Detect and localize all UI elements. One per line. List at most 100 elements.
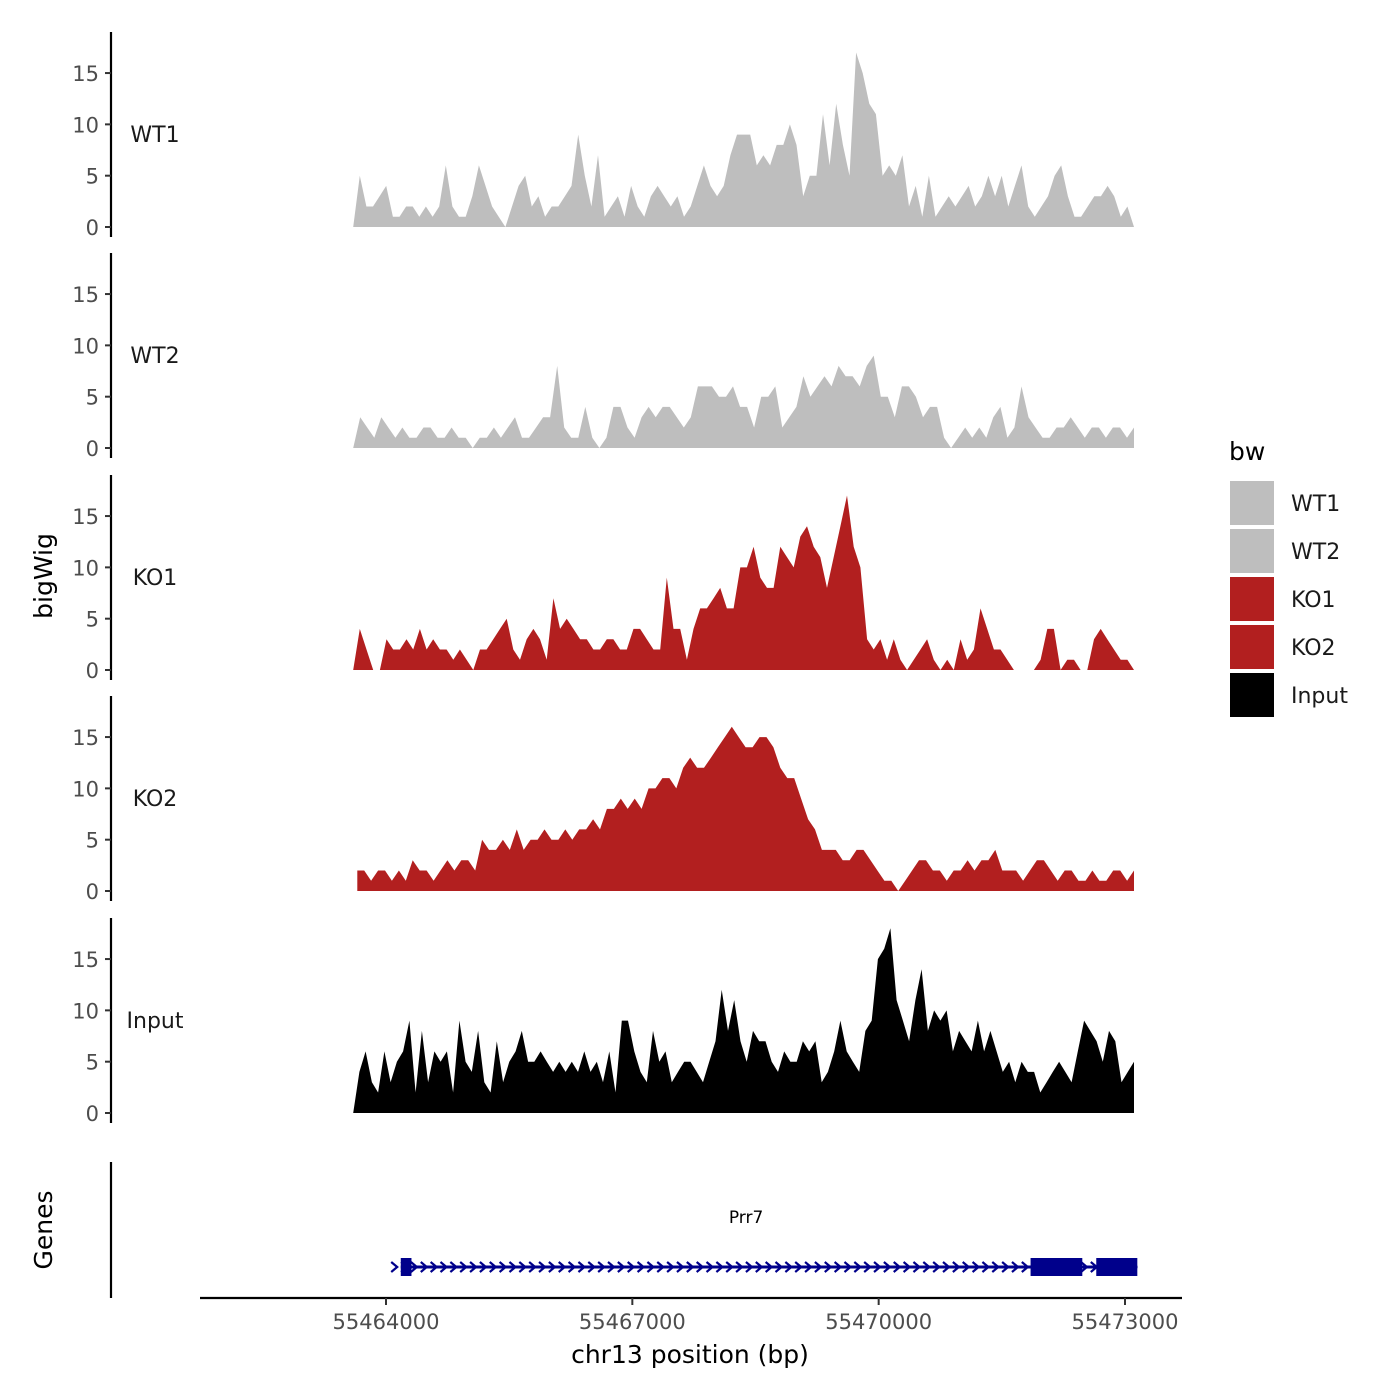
y-tick-label-wt1-5: 5 [86,165,99,189]
strand-arrow-icon [952,1261,961,1273]
y-tick-label-wt1-10: 10 [72,113,99,137]
strand-arrow-icon [745,1261,754,1273]
strand-arrow-icon [498,1261,508,1273]
strand-arrow-icon [459,1261,468,1273]
strand-arrow-icon [587,1261,596,1273]
legend-label-wt1: WT1 [1291,492,1340,517]
track-label-ko2: KO2 [133,787,178,812]
x-tick-label-55470000: 55470000 [825,1310,932,1334]
gene-exon-3 [1096,1258,1138,1276]
track-area-wt2 [353,355,1134,448]
track-label-wt1: WT1 [130,123,179,148]
y-tick-label-wt2-0: 0 [86,437,99,461]
y-tick-label-wt1-15: 15 [72,62,99,86]
strand-arrow-icon [390,1261,399,1273]
strand-arrow-icon [469,1261,478,1273]
strand-arrow-icon [725,1261,734,1273]
strand-arrow-icon [567,1261,577,1273]
strand-arrow-icon [518,1261,528,1273]
strand-arrow-icon [666,1261,675,1273]
strand-arrow-icon [538,1261,547,1273]
strand-arrow-icon [1021,1261,1030,1273]
legend-swatch-wt2 [1230,529,1274,573]
strand-arrow-icon [577,1261,587,1273]
gene-exon-1 [400,1258,412,1276]
x-axis-ticks: 55464000 55467000 55470000 55473000 [333,1298,1179,1334]
track-area-ko2 [357,726,1134,891]
strand-arrow-icon [755,1261,764,1273]
y-tick-label-ko2-10: 10 [72,777,99,801]
strand-arrow-icon [784,1261,794,1273]
strand-arrow-icon [528,1261,537,1273]
legend-title: bw [1229,437,1265,466]
strand-arrow-icon [833,1261,843,1273]
strand-arrow-icon [646,1261,656,1273]
gene-label: Prr7 [729,1208,763,1228]
strand-arrow-icon [1001,1261,1010,1273]
strand-arrow-icon [420,1261,429,1273]
y-tick-label-ko1-15: 15 [72,505,99,529]
genes-panel-title: Genes [29,1190,58,1269]
strand-arrow-icon [971,1261,981,1273]
track-label-wt2: WT2 [130,344,179,369]
y-tick-label-input-5: 5 [86,1051,99,1075]
y-tick-label-ko2-5: 5 [86,829,99,853]
strand-arrow-icon [1011,1261,1020,1273]
y-tick-label-wt2-15: 15 [72,283,99,307]
y-tick-label-wt1-0: 0 [86,216,99,240]
strand-arrow-icon [548,1261,557,1273]
strand-arrow-icon [1080,1261,1089,1273]
legend-label-wt2: WT2 [1291,540,1340,565]
x-tick-label-55473000: 55473000 [1072,1310,1179,1334]
y-tick-label-ko1-10: 10 [72,556,99,580]
strand-arrow-icon [863,1261,872,1273]
strand-arrow-icon [912,1261,922,1273]
legend-label-ko1: KO1 [1291,588,1336,613]
strand-arrow-icon [814,1261,823,1273]
y-tick-label-ko2-0: 0 [86,880,99,904]
track-label-ko1: KO1 [133,566,178,591]
x-tick-label-55467000: 55467000 [579,1310,686,1334]
strand-arrow-icon [449,1261,459,1273]
strand-arrow-icon [942,1261,951,1273]
strand-arrow-icon [853,1261,863,1273]
legend: WT1 WT2 KO1 KO2 Input [1230,481,1348,717]
y-tick-label-input-0: 0 [86,1102,99,1126]
strand-arrow-icon [429,1261,439,1273]
strand-arrow-icon [902,1261,912,1273]
y-tick-label-wt2-10: 10 [72,334,99,358]
strand-arrow-icon [873,1261,882,1273]
strand-arrow-icon [774,1261,784,1273]
x-tick-label-55464000: 55464000 [333,1310,440,1334]
strand-arrow-icon [843,1261,853,1273]
strand-arrow-icon [824,1261,833,1273]
strand-arrow-icon [962,1261,971,1273]
strand-arrow-icon [607,1261,616,1273]
y-tick-label-ko1-5: 5 [86,608,99,632]
strand-arrow-icon [597,1261,606,1273]
y-tick-label-input-10: 10 [72,999,99,1023]
strand-arrow-icon [715,1261,725,1273]
y-tick-label-ko2-15: 15 [72,726,99,750]
strand-arrow-icon [439,1261,449,1273]
strand-arrow-icon [686,1261,695,1273]
track-area-wt1 [353,52,1134,227]
gene-track: Prr7 [390,1208,1138,1276]
gene-exon-2 [1030,1258,1083,1276]
y-tick-label-wt2-5: 5 [86,386,99,410]
strand-arrow-icon [764,1261,774,1273]
strand-arrow-icon [735,1261,744,1273]
legend-swatch-ko1 [1230,577,1274,621]
x-axis-title: chr13 position (bp) [571,1340,809,1369]
y-axis-title: bigWig [29,533,58,619]
strand-arrow-icon [705,1261,715,1273]
strand-arrow-icon [981,1261,991,1273]
strand-arrow-icon [479,1261,488,1273]
legend-swatch-ko2 [1230,625,1274,669]
strand-arrow-icon [656,1261,665,1273]
y-tick-label-ko1-0: 0 [86,659,99,683]
y-axes: 0 5 10 15 WT1 0 5 10 15 WT2 0 5 10 15 KO1 0 5 10 15 KO2 0 5 10… [72,32,184,1126]
strand-arrow-icon [893,1261,902,1273]
y-tick-label-input-15: 15 [72,948,99,972]
